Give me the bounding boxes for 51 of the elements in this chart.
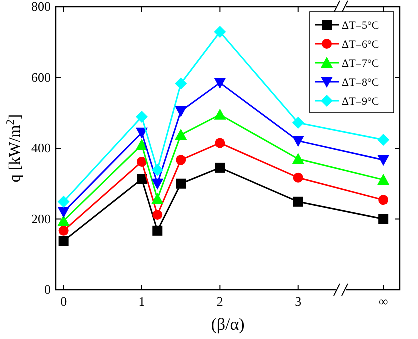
point — [58, 207, 70, 218]
point — [176, 155, 186, 166]
point — [58, 226, 69, 236]
point — [58, 196, 70, 208]
point — [292, 153, 304, 164]
point — [175, 78, 188, 90]
legend-label: ΔT=7°C — [342, 58, 380, 70]
point — [378, 174, 390, 185]
point — [152, 210, 163, 220]
point — [293, 196, 304, 207]
point — [214, 108, 226, 120]
point — [292, 117, 304, 130]
y-tick-label: 0 — [44, 282, 51, 297]
point — [136, 111, 148, 124]
point — [378, 214, 389, 224]
point — [136, 138, 148, 150]
x-tick-label: 2 — [216, 294, 224, 309]
point — [137, 174, 147, 184]
x-axis-title: (β/α) — [211, 315, 245, 334]
point — [292, 136, 304, 148]
point — [378, 155, 390, 166]
point — [152, 178, 164, 190]
x-tick-label: 1 — [138, 294, 146, 309]
point — [175, 106, 188, 118]
legend-label: ΔT=9°C — [342, 96, 380, 108]
point — [58, 236, 69, 246]
point — [58, 215, 70, 226]
point — [152, 164, 164, 176]
point — [214, 78, 226, 90]
point — [175, 129, 188, 140]
legend-label: ΔT=5°C — [342, 20, 380, 32]
x-tick-label: ∞ — [378, 294, 388, 309]
point — [152, 226, 163, 236]
point — [215, 162, 226, 173]
point — [136, 128, 148, 139]
x-tick-label: 0 — [60, 294, 68, 309]
point — [176, 178, 186, 189]
point — [214, 26, 226, 38]
point — [293, 172, 304, 183]
point — [215, 138, 226, 148]
point — [378, 134, 390, 146]
legend-label: ΔT=8°C — [342, 77, 380, 89]
point — [137, 156, 147, 167]
point — [152, 193, 164, 204]
point — [378, 195, 389, 206]
y-tick-label: 600 — [32, 70, 51, 85]
y-tick-label: 800 — [32, 0, 51, 14]
legend-label: ΔT=6°C — [342, 39, 380, 51]
y-tick-label: 400 — [32, 140, 51, 156]
y-tick-label: 200 — [32, 211, 51, 226]
x-tick-label: 3 — [295, 294, 302, 309]
